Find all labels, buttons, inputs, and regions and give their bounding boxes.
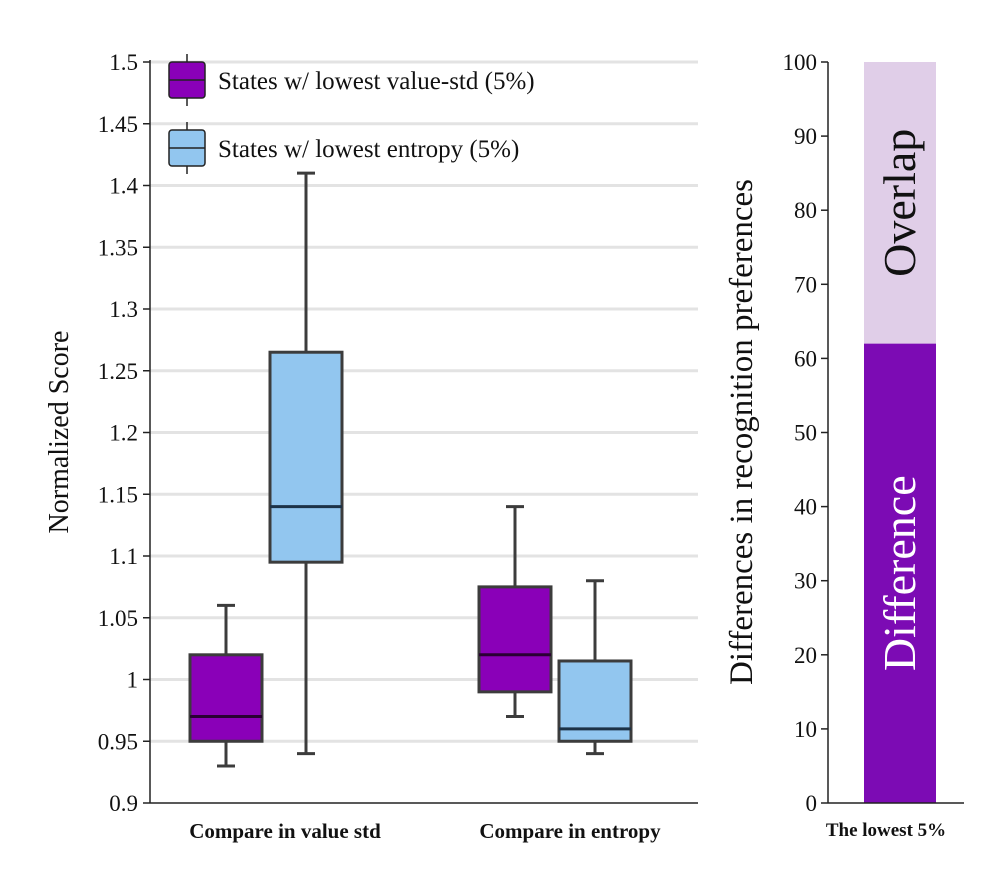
legend-label: States w/ lowest value-std (5%) (218, 68, 535, 95)
y-tick-label: 50 (794, 421, 817, 446)
segment-label: Difference (874, 475, 925, 671)
legend-label: States w/ lowest entropy (5%) (218, 136, 519, 163)
y-tick-label: 1.4 (109, 174, 138, 199)
y-tick-label: 40 (794, 495, 817, 520)
y-tick-label: 1.05 (98, 606, 138, 631)
legend-item: States w/ lowest entropy (5%) (168, 122, 519, 174)
x-category-label: Compare in value std (189, 819, 381, 843)
y-tick-label: 20 (794, 643, 817, 668)
box-entropy (268, 171, 344, 756)
y-tick-label: 1.35 (98, 235, 138, 260)
y-tick-label: 1.25 (98, 359, 138, 384)
box-iqr (188, 653, 264, 743)
legend-item: States w/ lowest value-std (5%) (168, 54, 535, 106)
y-tick-label: 0.95 (98, 729, 138, 754)
y-tick-label: 30 (794, 569, 817, 594)
y-tick-label: 60 (794, 346, 817, 371)
y-tick-label: 1.1 (109, 544, 138, 569)
y-tick-label: 1.5 (109, 50, 138, 75)
y-tick-label: 1.2 (109, 421, 138, 446)
y-tick-label: 0.9 (109, 791, 138, 816)
y-tick-label: 80 (794, 198, 817, 223)
segment-label: Overlap (874, 129, 925, 277)
y-axis-label: Normalized Score (44, 331, 75, 534)
y-tick-label: 0 (806, 791, 818, 816)
y-tick-label: 1.3 (109, 297, 138, 322)
box-value-std (188, 603, 264, 768)
box-iqr (477, 585, 553, 694)
y-tick-label: 10 (794, 717, 817, 742)
box-iqr (268, 350, 344, 564)
y-tick-label: 90 (794, 124, 817, 149)
box-plot: 0.9 0.95 1 1.05 1.1 1.15 1.2 1.25 1.3 1.35 1.4 1.45… (44, 50, 698, 843)
y-tick-label: 1.15 (98, 482, 138, 507)
bar-segment-difference (864, 343, 936, 803)
y-tick-label: 1 (127, 668, 139, 693)
y-tick-label: 1.45 (98, 112, 138, 137)
y-axis-label: Differences in recognition preferences (724, 179, 760, 685)
y-tick-label: 70 (794, 272, 817, 297)
bar-segment-overlap (864, 62, 936, 344)
stacked-bar-chart: 0 10 20 30 40 50 60 70 80 90 100 Differences in rec… (724, 50, 964, 841)
box-value-std (477, 505, 553, 719)
x-category-label: Compare in entropy (479, 819, 661, 843)
box-entropy (557, 579, 633, 756)
x-category-label: The lowest 5% (826, 820, 946, 841)
y-tick-label: 100 (783, 50, 818, 75)
